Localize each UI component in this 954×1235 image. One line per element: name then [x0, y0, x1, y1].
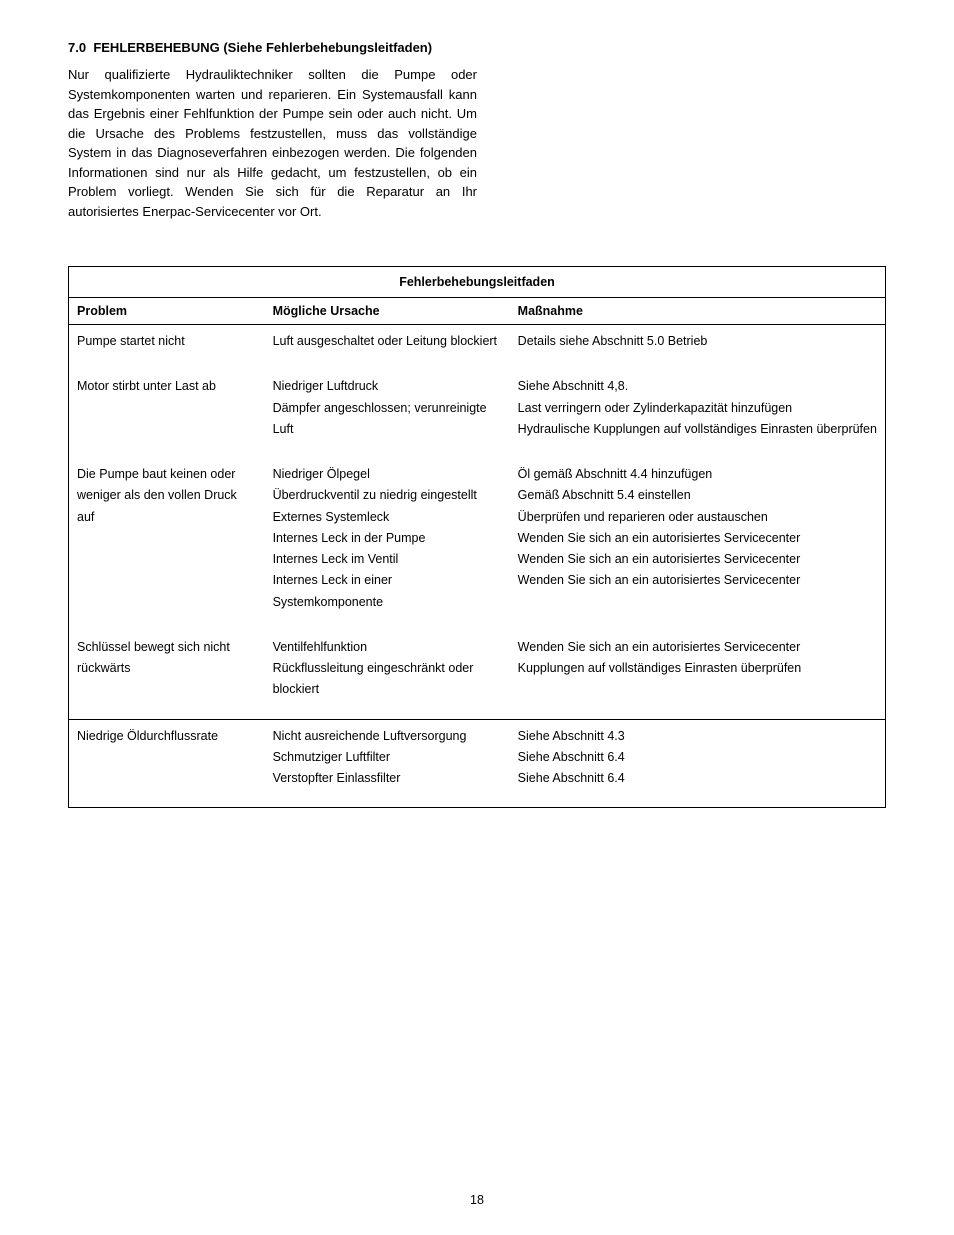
action-line: Wenden Sie sich an ein autorisiertes Ser… [518, 528, 877, 549]
action-line: Siehe Abschnitt 6.4 [518, 768, 877, 789]
page-number: 18 [0, 1193, 954, 1207]
cause-line: Internes Leck im Ventil [273, 549, 502, 570]
action-line: Siehe Abschnitt 4.3 [518, 726, 877, 747]
cause-line: Ventilfehlfunktion [273, 637, 502, 658]
cell-problem: Motor stirbt unter Last ab [69, 370, 265, 458]
cell-cause: Ventilfehlfunktion Rückflussleitung eing… [265, 631, 510, 719]
action-line: Last verringern oder Zylinderkapazität h… [518, 398, 877, 419]
action-line: Wenden Sie sich an ein autorisiertes Ser… [518, 570, 877, 591]
col-header-action: Maßnahme [510, 298, 886, 325]
cell-cause: Nicht ausreichende Luftversorgung Schmut… [265, 719, 510, 808]
section-heading: 7.0 FEHLERBEHEBUNG (Siehe Fehlerbehebung… [68, 40, 886, 55]
action-line: Kupplungen auf vollständiges Einrasten ü… [518, 658, 877, 679]
cell-problem: Die Pumpe baut keinen oder weniger als d… [69, 458, 265, 631]
table-title: Fehlerbehebungsleitfaden [69, 267, 886, 298]
action-line: Siehe Abschnitt 6.4 [518, 747, 877, 768]
cell-problem: Schlüssel bewegt sich nicht rückwärts [69, 631, 265, 719]
cause-line: Niedriger Ölpegel [273, 464, 502, 485]
cell-action: Details siehe Abschnitt 5.0 Betrieb [510, 325, 886, 371]
cell-cause: Niedriger Luftdruck Dämpfer angeschlosse… [265, 370, 510, 458]
cause-line: Verstopfter Einlassfilter [273, 768, 502, 789]
cause-line: Internes Leck in einer Systemkomponente [273, 570, 502, 613]
action-line: Hydraulische Kupplungen auf vollständige… [518, 419, 877, 440]
action-line: Gemäß Abschnitt 5.4 einstellen [518, 485, 877, 506]
table-row: Pumpe startet nicht Luft ausgeschaltet o… [69, 325, 886, 371]
cause-line: Luft ausgeschaltet oder Leitung blockier… [273, 331, 502, 352]
cell-action: Siehe Abschnitt 4,8. Last verringern ode… [510, 370, 886, 458]
intro-paragraph: Nur qualifizierte Hydrauliktechniker sol… [68, 65, 477, 221]
table-row: Die Pumpe baut keinen oder weniger als d… [69, 458, 886, 631]
cause-line: Schmutziger Luftfilter [273, 747, 502, 768]
cell-problem: Niedrige Öldurchflussrate [69, 719, 265, 808]
troubleshooting-table: Fehlerbehebungsleitfaden Problem Möglich… [68, 266, 886, 808]
cell-cause: Niedriger Ölpegel Überdruckventil zu nie… [265, 458, 510, 631]
cause-line: Überdruckventil zu niedrig eingestellt [273, 485, 502, 506]
action-line: Wenden Sie sich an ein autorisiertes Ser… [518, 549, 877, 570]
cause-line: Rückflussleitung eingeschränkt oder bloc… [273, 658, 502, 701]
col-header-problem: Problem [69, 298, 265, 325]
cause-line: Niedriger Luftdruck [273, 376, 502, 397]
cell-problem: Pumpe startet nicht [69, 325, 265, 371]
cause-line: Internes Leck in der Pumpe [273, 528, 502, 549]
cell-action: Siehe Abschnitt 4.3 Siehe Abschnitt 6.4 … [510, 719, 886, 808]
cause-line: Nicht ausreichende Luftversorgung [273, 726, 502, 747]
table-row: Schlüssel bewegt sich nicht rückwärts Ve… [69, 631, 886, 719]
action-line: Siehe Abschnitt 4,8. [518, 376, 877, 397]
table-body: Pumpe startet nicht Luft ausgeschaltet o… [69, 325, 886, 808]
action-line: Details siehe Abschnitt 5.0 Betrieb [518, 331, 877, 352]
cause-line: Dämpfer angeschlossen; verunreinigte Luf… [273, 398, 502, 441]
cause-line: Externes Systemleck [273, 507, 502, 528]
table-row: Niedrige Öldurchflussrate Nicht ausreich… [69, 719, 886, 808]
action-line: Überprüfen und reparieren oder austausch… [518, 507, 877, 528]
section-title: FEHLERBEHEBUNG (Siehe Fehlerbehebungslei… [93, 40, 432, 55]
section-number: 7.0 [68, 40, 86, 55]
cell-cause: Luft ausgeschaltet oder Leitung blockier… [265, 325, 510, 371]
table-row: Motor stirbt unter Last ab Niedriger Luf… [69, 370, 886, 458]
cell-action: Öl gemäß Abschnitt 4.4 hinzufügen Gemäß … [510, 458, 886, 631]
action-line: Öl gemäß Abschnitt 4.4 hinzufügen [518, 464, 877, 485]
action-line: Wenden Sie sich an ein autorisiertes Ser… [518, 637, 877, 658]
col-header-cause: Mögliche Ursache [265, 298, 510, 325]
cell-action: Wenden Sie sich an ein autorisiertes Ser… [510, 631, 886, 719]
